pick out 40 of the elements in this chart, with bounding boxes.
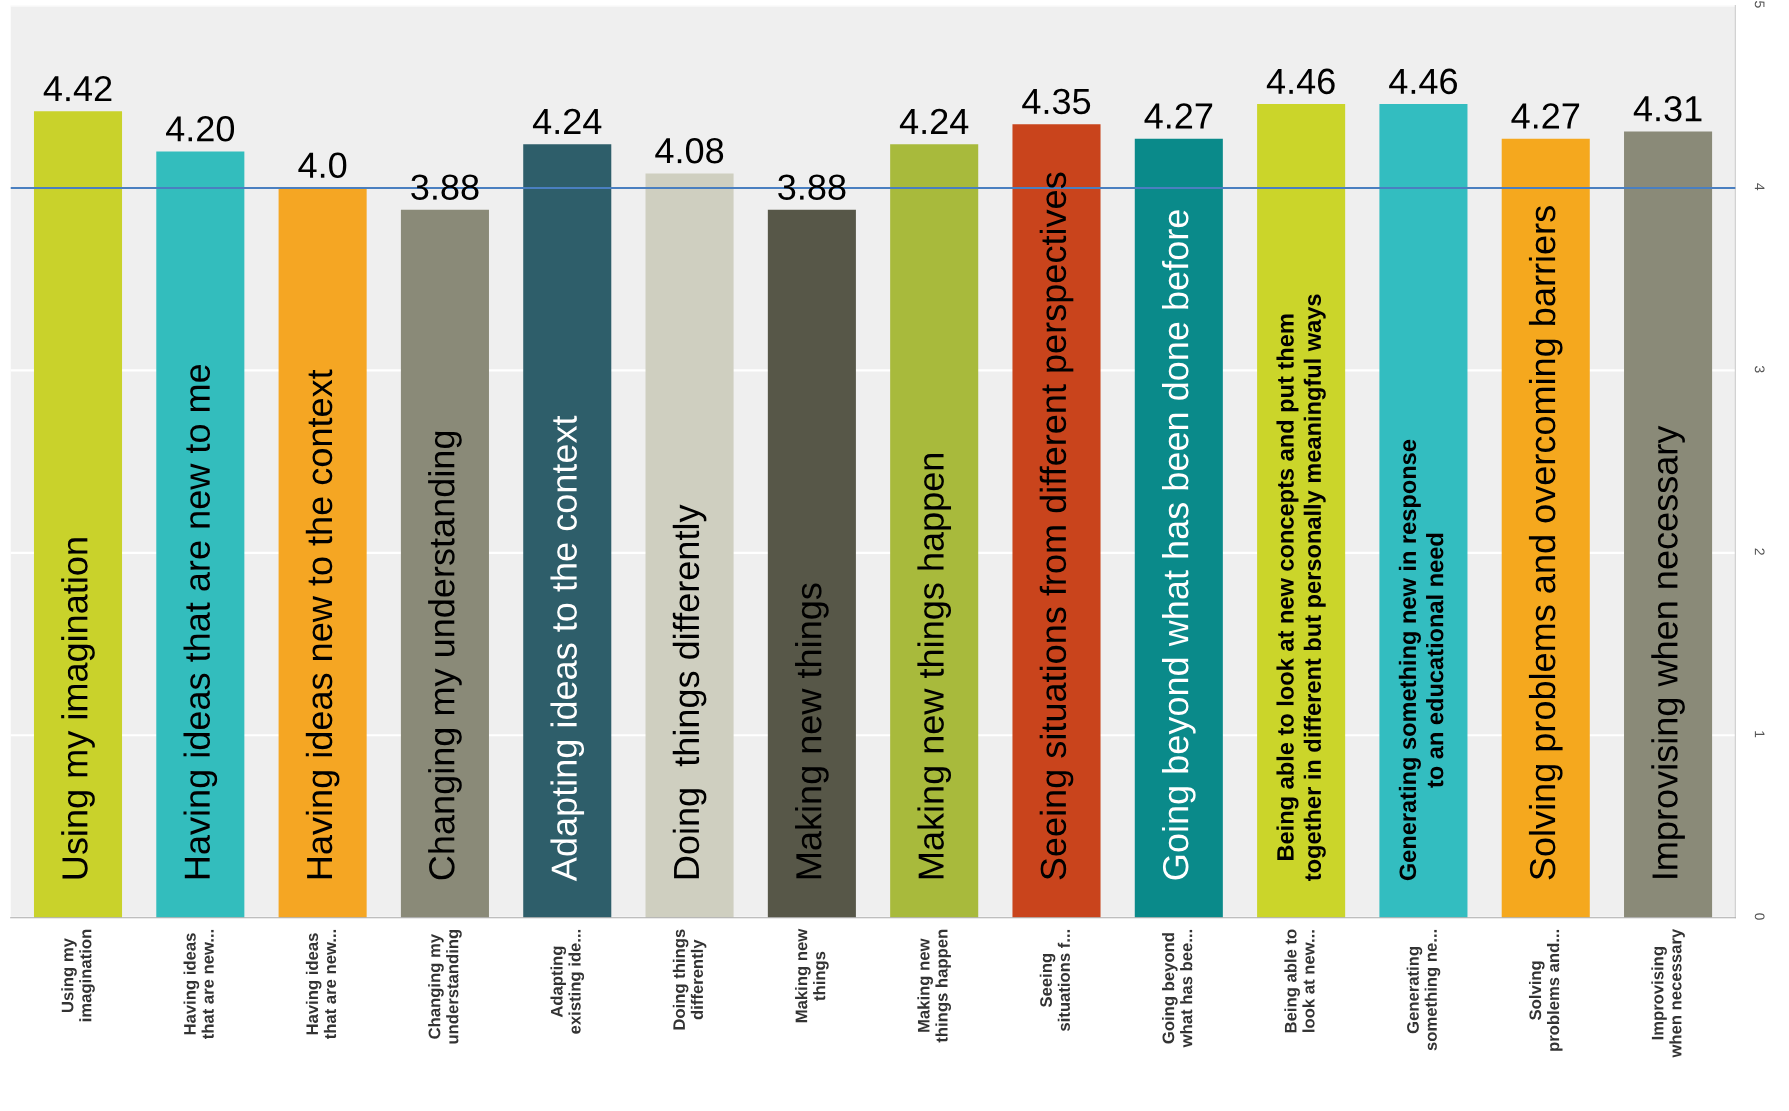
y-tick-label: 3 [1754,365,1765,373]
annotation: Being able to look at new concepts and put them together in different but personally meaningful ways [1276,294,1326,881]
x-tick-label: Seeing situations f... [1039,929,1070,1031]
data-label: 4.27 [1144,103,1213,129]
x-tick-label: Making new things [795,928,829,1023]
data-label: 4.35 [1022,88,1091,115]
x-tick-label: Using my imagination [61,929,95,1022]
x-tick-label: Going beyond what has bee... [1162,929,1193,1048]
data-label: 4.46 [1266,68,1335,95]
annotation: Seeing situations from different perspectives [1039,172,1074,880]
x-tick-label: Having ideas that are new... [183,929,214,1040]
data-label: 4.27 [1511,103,1580,129]
y-tick-label: 5 [1754,1,1765,8]
annotation: Having ideas new to the context [305,369,340,879]
y-tick-label: 4 [1754,183,1765,191]
x-tick-label: Solving problems and... [1528,929,1563,1051]
data-label: 4.31 [1633,95,1702,122]
x-tick-label: Adapting existing ide... [550,929,585,1034]
data-label: 4.20 [166,116,235,142]
annotation: Solving problems and overcoming barriers [1528,206,1563,880]
data-label: 4.42 [43,75,112,102]
data-label: 4.08 [655,137,724,164]
annotation: Adapting ideas to the context [550,415,585,882]
x-tick-label: Being able to look at new... [1284,929,1315,1033]
data-label: 4.0 [298,152,347,179]
y-tick-label: 2 [1754,548,1765,555]
annotation: Generating something new in response to an educational need [1398,439,1444,881]
x-tick-label: Doing things differently [672,929,707,1030]
data-label: 4.24 [899,108,969,134]
annotation: Having ideas that are new to me [183,364,218,879]
annotation: Going beyond what has been done before [1161,210,1196,880]
y-tick-label: 0 [1754,913,1765,920]
x-tick-label: Making new things happen [917,929,952,1043]
data-label: 4.24 [532,108,602,134]
x-tick-label: Generating something ne... [1406,929,1441,1051]
x-tick-label: Improvising when necessary [1651,928,1685,1058]
data-label: 4.46 [1389,68,1457,95]
x-tick-label: Having ideas that are new... [305,929,337,1040]
y-tick-label: 1 [1754,731,1765,738]
x-tick-label: Changing my understanding [428,929,462,1044]
